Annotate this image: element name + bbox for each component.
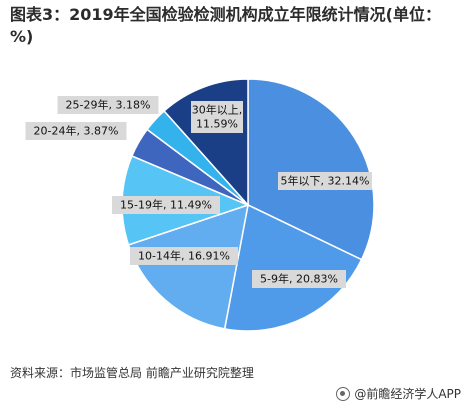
data-label-6: 30年以上,11.59% — [191, 101, 243, 133]
brand-watermark: @前瞻经济学人APP — [336, 385, 461, 402]
data-label-box — [191, 101, 243, 133]
brand-text: @前瞻经济学人APP — [354, 387, 461, 401]
data-label-2: 10-14年, 16.91% — [130, 247, 238, 265]
data-label-box — [112, 196, 220, 214]
data-label-text: 5-9年, 20.83% — [260, 272, 338, 286]
data-label-box — [130, 247, 238, 265]
data-label-text: 10-14年, 16.91% — [138, 249, 230, 263]
source-note: 资料来源：市场监管总局 前瞻产业研究院整理 — [10, 366, 254, 380]
data-label-5: 25-29年, 3.18% — [57, 96, 159, 114]
data-label-text: 11.59% — [196, 118, 238, 131]
brand-logo-icon — [336, 386, 351, 401]
data-label-text: 25-29年, 3.18% — [66, 98, 151, 112]
data-label-0: 5年以下, 32.14% — [278, 172, 372, 190]
data-label-text: 20-24年, 3.87% — [34, 124, 119, 138]
data-label-text: 15-19年, 11.49% — [120, 198, 212, 212]
data-label-text: 30年以上, — [192, 103, 243, 117]
pie-slice-1 — [223, 203, 363, 332]
data-label-box — [252, 270, 346, 288]
pie-chart: 5年以下, 32.14% 5-9年, 20.83% 10-14年, 16.91% 15… — [25, 78, 375, 332]
chart-title: 图表3：2019年全国检验检测机构成立年限统计情况(单位：%) — [10, 5, 441, 46]
data-label-1: 5-9年, 20.83% — [252, 270, 346, 288]
data-label-box — [57, 96, 159, 114]
pie-slice-0 — [247, 78, 375, 261]
data-label-text: 5年以下, 32.14% — [281, 174, 370, 188]
data-label-4: 20-24年, 3.87% — [25, 122, 127, 140]
data-label-box — [278, 172, 372, 190]
data-label-3: 15-19年, 11.49% — [112, 196, 220, 214]
data-label-box — [25, 122, 127, 140]
